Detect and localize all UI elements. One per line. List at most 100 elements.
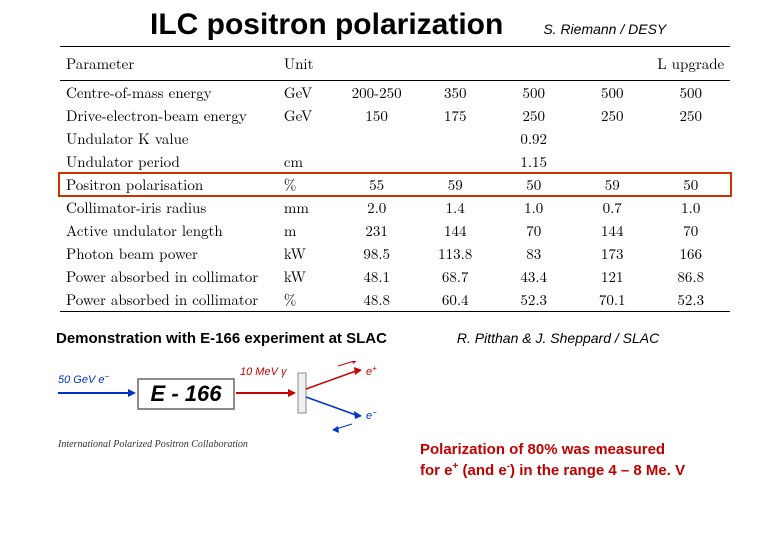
cell-unit	[280, 127, 338, 150]
cell-value: 48.1	[337, 265, 416, 288]
cell-value-wide: 0.92	[337, 127, 730, 150]
cell-param: Photon beam power	[60, 242, 280, 265]
table-header-row: Parameter Unit L upgrade	[60, 47, 730, 81]
cell-unit: GeV	[280, 81, 338, 105]
cell-unit: GeV	[280, 104, 338, 127]
cell-param: Centre-of-mass energy	[60, 81, 280, 105]
cell-value: 500	[573, 81, 652, 105]
cell-unit: m	[280, 219, 338, 242]
cell-value: 70	[494, 219, 573, 242]
cell-value: 55	[337, 173, 416, 196]
beam-arrow-head	[128, 389, 136, 397]
cell-unit: cm	[280, 150, 338, 173]
cell-value: 48.8	[337, 288, 416, 312]
cell-value: 52.3	[494, 288, 573, 312]
eminus-arrow-head	[354, 411, 362, 419]
cell-value: 0.7	[573, 196, 652, 219]
col-parameter: Parameter	[60, 47, 280, 81]
cell-value: 150	[337, 104, 416, 127]
cell-value: 59	[416, 173, 495, 196]
eminus-helicity-head	[332, 426, 339, 433]
photon-label: 10 MeV γ	[240, 366, 288, 378]
cell-param: Power absorbed in collimator	[60, 265, 280, 288]
table-row: Active undulator lengthm2311447014470	[60, 219, 730, 242]
cell-unit: %	[280, 288, 338, 312]
eminus-line	[306, 397, 356, 415]
cell-value: 166	[651, 242, 730, 265]
demonstration-author: R. Pitthan & J. Sheppard / SLAC	[457, 330, 659, 346]
cell-value: 1.0	[651, 196, 730, 219]
col-v2	[416, 47, 495, 81]
table-row: Power absorbed in collimatorkW48.168.743…	[60, 265, 730, 288]
cell-unit: %	[280, 173, 338, 196]
cell-value: 60.4	[416, 288, 495, 312]
cell-value: 98.5	[337, 242, 416, 265]
cell-value: 113.8	[416, 242, 495, 265]
eminus-label: e−	[366, 408, 377, 422]
col-v4	[573, 47, 652, 81]
cell-value: 59	[573, 173, 652, 196]
e166-diagram: 50 GeV e− E - 166 10 MeV γ e+ e− Interna…	[56, 361, 396, 471]
table-row: Positron polarisation%5559505950	[60, 173, 730, 196]
col-v3	[494, 47, 573, 81]
cell-value: 144	[573, 219, 652, 242]
cell-param: Active undulator length	[60, 219, 280, 242]
parameter-table: Parameter Unit L upgrade Centre-of-mass …	[60, 46, 730, 312]
eminus-helicity	[336, 424, 352, 429]
cell-value: 70	[651, 219, 730, 242]
cell-unit: mm	[280, 196, 338, 219]
e166-label: E - 166	[151, 381, 223, 406]
table-row: Undulator K value0.92	[60, 127, 730, 150]
cell-value-wide: 1.15	[337, 150, 730, 173]
cell-value: 350	[416, 81, 495, 105]
cell-value: 144	[416, 219, 495, 242]
cell-value: 43.4	[494, 265, 573, 288]
photon-arrow-head	[288, 389, 296, 397]
beam-energy-label: 50 GeV e−	[58, 372, 109, 386]
eplus-helicity	[338, 361, 354, 366]
cell-value: 68.7	[416, 265, 495, 288]
cell-value: 173	[573, 242, 652, 265]
cell-value: 500	[494, 81, 573, 105]
cell-value: 70.1	[573, 288, 652, 312]
table-row: Centre-of-mass energyGeV200-250350500500…	[60, 81, 730, 105]
cell-value: 2.0	[337, 196, 416, 219]
author-top: S. Riemann / DESY	[543, 21, 666, 37]
eplus-label: e+	[366, 364, 377, 378]
cell-value: 86.8	[651, 265, 730, 288]
cell-value: 50	[494, 173, 573, 196]
cell-unit: kW	[280, 265, 338, 288]
demonstration-text: Demonstration with E-166 experiment at S…	[56, 330, 387, 347]
cell-param: Positron polarisation	[60, 173, 280, 196]
eplus-line	[306, 371, 356, 389]
cell-value: 250	[573, 104, 652, 127]
parameter-table-wrap: Parameter Unit L upgrade Centre-of-mass …	[0, 46, 780, 312]
col-v1	[337, 47, 416, 81]
table-row: Drive-electron-beam energyGeV15017525025…	[60, 104, 730, 127]
cell-param: Undulator period	[60, 150, 280, 173]
cell-value: 250	[651, 104, 730, 127]
cell-value: 121	[573, 265, 652, 288]
cell-param: Power absorbed in collimator	[60, 288, 280, 312]
polarization-result: Polarization of 80% was measured for e+ …	[420, 440, 760, 480]
cell-unit: kW	[280, 242, 338, 265]
page-title: ILC positron polarization	[150, 8, 503, 42]
cell-value: 83	[494, 242, 573, 265]
eplus-helicity-head	[352, 361, 358, 364]
cell-value: 175	[416, 104, 495, 127]
cell-value: 1.4	[416, 196, 495, 219]
table-row: Undulator periodcm1.15	[60, 150, 730, 173]
cell-value: 52.3	[651, 288, 730, 312]
cell-value: 500	[651, 81, 730, 105]
eplus-arrow-head	[354, 367, 362, 375]
cell-value: 250	[494, 104, 573, 127]
table-row: Photon beam powerkW98.5113.883173166	[60, 242, 730, 265]
cell-param: Drive-electron-beam energy	[60, 104, 280, 127]
cell-value: 50	[651, 173, 730, 196]
diagram-caption: International Polarized Positron Collabo…	[57, 439, 248, 450]
table-row: Collimator-iris radiusmm2.01.41.00.71.0	[60, 196, 730, 219]
target-slab	[298, 373, 306, 413]
col-unit: Unit	[280, 47, 338, 81]
cell-param: Collimator-iris radius	[60, 196, 280, 219]
cell-value: 231	[337, 219, 416, 242]
